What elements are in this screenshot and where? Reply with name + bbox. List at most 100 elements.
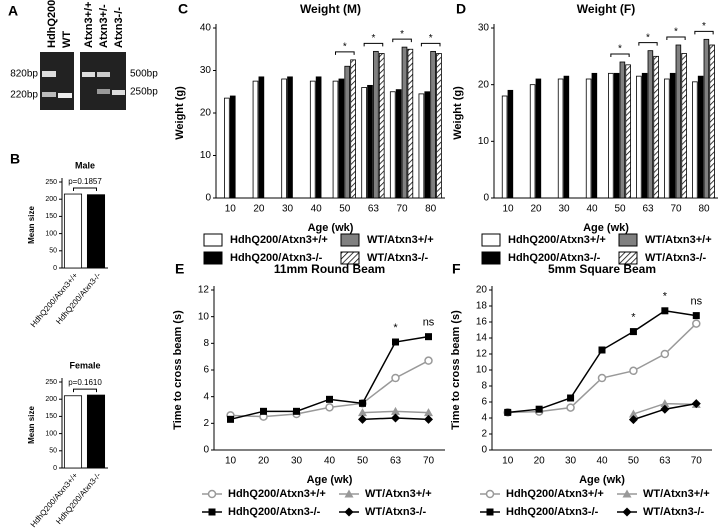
legend-label: WT/Atxn3+/+ <box>643 488 710 500</box>
y-tick-label: 0 <box>483 193 489 204</box>
x-tick-label: 63 <box>659 456 671 467</box>
bar <box>507 89 514 199</box>
bracket <box>73 388 97 393</box>
y-axis-label: Mean size <box>27 406 36 444</box>
x-tick-label: HdhQ200/Atxn3-/- <box>54 471 103 526</box>
y-tick-label: 8 <box>481 381 487 392</box>
bar <box>529 84 536 199</box>
point <box>208 508 216 516</box>
point <box>661 307 669 315</box>
bar <box>591 72 598 199</box>
point <box>566 403 575 412</box>
annotation: * <box>674 27 678 38</box>
point <box>424 356 433 365</box>
bar <box>63 395 83 469</box>
bar <box>309 80 316 199</box>
y-tick-label: 0 <box>53 465 57 472</box>
point <box>692 319 701 328</box>
legend-label: HdhQ200/Atxn3+/+ <box>228 488 326 500</box>
y-tick-label: 18 <box>476 301 488 312</box>
marker-label: 820bp <box>10 69 38 80</box>
gel-band <box>42 92 56 97</box>
legend-label: WT/Atxn3+/+ <box>645 234 712 246</box>
y-tick-label: 20 <box>200 108 212 119</box>
point <box>344 489 354 498</box>
x-tick-label: 80 <box>425 204 437 215</box>
legend-swatch <box>481 233 501 247</box>
x-tick-label: 40 <box>311 204 323 215</box>
bar <box>709 44 715 199</box>
x-tick-label: 40 <box>324 456 336 467</box>
bar <box>501 95 508 199</box>
bar <box>557 78 564 199</box>
point <box>692 312 700 320</box>
y-tick-label: 4 <box>481 413 487 424</box>
gel-band <box>42 71 56 77</box>
y-tick-label: 8 <box>203 338 209 349</box>
bar <box>373 50 379 199</box>
gel-image <box>80 52 126 110</box>
bracket <box>610 53 630 57</box>
point <box>535 405 543 413</box>
y-tick-label: 10 <box>478 136 490 147</box>
annotation: ns <box>690 296 702 308</box>
y-tick-label: 100 <box>45 230 57 237</box>
line <box>507 323 697 414</box>
gel-band <box>97 89 110 94</box>
x-tick-label: 50 <box>614 204 626 215</box>
legend-swatch <box>618 233 638 247</box>
point <box>691 399 701 409</box>
marker-label: 250bp <box>130 87 158 98</box>
legend-swatch <box>203 233 223 247</box>
bar <box>86 194 106 269</box>
bar <box>229 95 236 199</box>
y-tick-label: 12 <box>476 349 488 360</box>
bar <box>692 81 698 199</box>
legend-swatch <box>340 251 360 265</box>
y-axis-label: Weight (g) <box>452 86 464 140</box>
bar <box>315 76 322 199</box>
x-tick-label: 50 <box>357 456 369 467</box>
y-tick-label: 20 <box>476 285 488 296</box>
bar <box>389 91 396 199</box>
x-tick-label: 20 <box>253 204 265 215</box>
point <box>597 373 607 383</box>
annotation: * <box>663 291 668 303</box>
panel-letter: C <box>178 1 188 17</box>
y-axis-label: Mean size <box>27 206 36 244</box>
y-tick-label: 12 <box>198 285 210 296</box>
y-tick-label: 50 <box>49 248 57 255</box>
point <box>293 407 300 415</box>
x-tick-label: 20 <box>258 456 270 467</box>
bar <box>367 84 373 199</box>
point <box>392 338 399 346</box>
x-tick-label: 10 <box>225 456 237 467</box>
legend-label: HdhQ200/Atxn3+/+ <box>508 234 606 246</box>
legend-label: HdhQ200/Atxn3-/- <box>506 506 599 518</box>
point <box>359 399 366 407</box>
bracket <box>666 36 686 40</box>
p-value: p=0.1610 <box>68 378 102 387</box>
y-tick-label: 20 <box>478 79 490 90</box>
point <box>260 407 267 415</box>
y-tick-label: 10 <box>200 150 212 161</box>
chart-title: Weight (F) <box>577 2 635 16</box>
bar <box>418 93 425 199</box>
bar <box>378 53 385 199</box>
y-tick-label: 16 <box>476 317 488 328</box>
panel-letter: B <box>10 151 20 167</box>
annotation: * <box>400 29 404 40</box>
bar <box>703 38 710 199</box>
bar <box>281 78 287 199</box>
point <box>628 415 638 425</box>
point <box>424 408 433 417</box>
y-tick-label: 40 <box>200 23 212 34</box>
x-axis-label: Age (wk) <box>583 222 629 234</box>
bar <box>608 72 614 199</box>
y-tick-label: 2 <box>203 418 209 429</box>
point <box>660 404 670 414</box>
bar <box>424 91 431 199</box>
y-tick-label: 10 <box>476 365 488 376</box>
x-axis-label: Age (wk) <box>579 474 625 486</box>
legend-label: WT/Atxn3-/- <box>643 506 704 518</box>
